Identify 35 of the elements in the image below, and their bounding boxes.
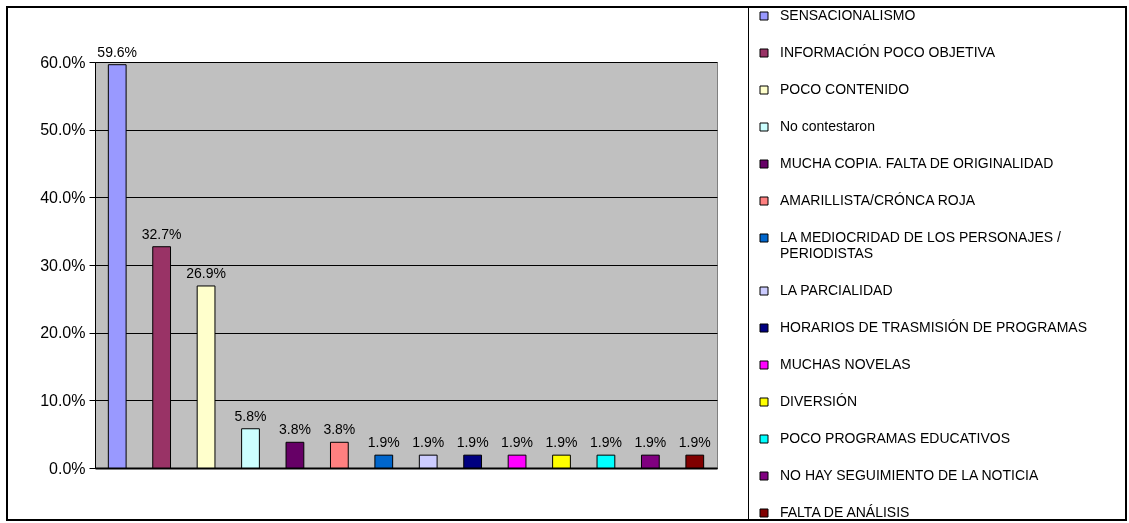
legend-label: SENSACIONALISMO [780,7,916,23]
legend-label: LA MEDIOCRIDAD DE LOS PERSONAJES / PERIODISTAS [780,229,1061,261]
legend-label: No contestaron [780,118,875,134]
legend-label: FALTA DE ANÁLISIS [780,504,910,520]
data-label: 1.9% [501,434,534,451]
y-tick-label: 30.0% [40,256,86,274]
legend-label: INFORMACIÓN POCO OBJETIVA [780,44,996,60]
legend-label: POCO CONTENIDO [780,81,910,97]
data-label: 59.6% [97,43,138,60]
data-label: 1.9% [634,434,667,451]
legend-label: MUCHAS NOVELAS [780,356,911,372]
y-tick-label: 10.0% [40,391,86,409]
data-label: 1.9% [678,434,711,451]
data-label: 3.8% [323,421,356,438]
data-label: 1.9% [589,434,622,451]
legend-label: DIVERSIÓN [780,393,858,409]
legend-label: MUCHA COPIA. FALTA DE ORIGINALIDAD [780,155,1054,171]
legend-label: HORARIOS DE TRASMISIÓN DE PROGRAMAS [780,319,1088,335]
y-tick-label: 40.0% [40,188,86,206]
data-label: 26.9% [186,264,226,281]
data-label: 1.9% [456,434,489,451]
data-label: 32.7% [141,225,182,242]
data-label: 1.9% [412,434,445,451]
legend-label: NO HAY SEGUIMIENTO DE LA NOTICIA [780,467,1039,483]
y-tick-label: 60.0% [40,53,86,71]
legend-label: AMARILLISTA/CRÓNCA ROJA [780,192,976,208]
data-label: 5.8% [234,407,267,424]
legend-label: LA PARCIALIDAD [780,282,893,298]
data-label: 1.9% [545,434,578,451]
legend-label: POCO PROGRAMAS EDUCATIVOS [780,430,1010,446]
data-label: 3.8% [278,421,311,438]
data-label: 1.9% [367,434,400,451]
y-tick-label: 50.0% [40,121,86,139]
y-tick-label: 20.0% [40,324,86,342]
y-tick-label: 0.0% [49,459,86,477]
